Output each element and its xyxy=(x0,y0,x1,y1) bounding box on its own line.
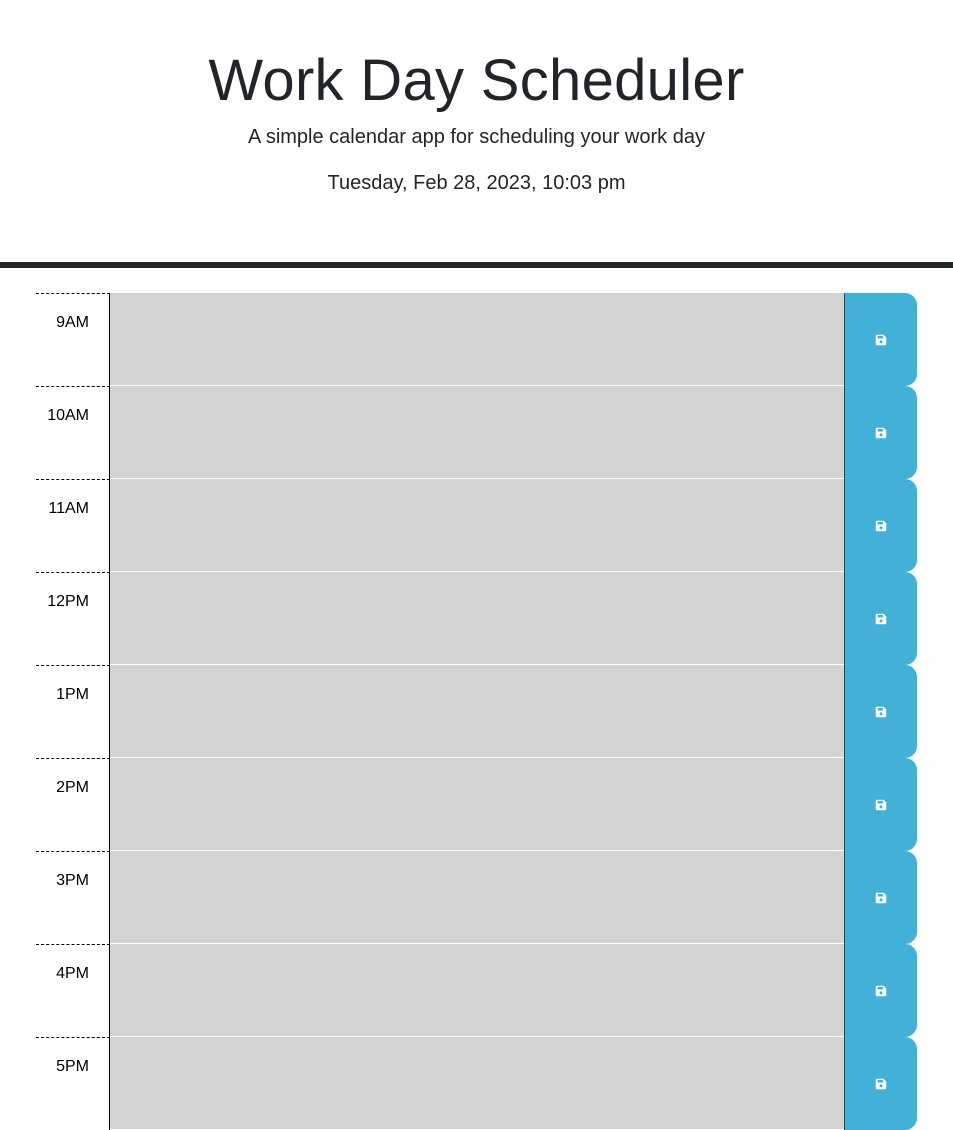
jumbotron-header: Work Day Scheduler A simple calendar app… xyxy=(0,0,953,268)
hour-label: 4PM xyxy=(36,944,110,1037)
time-block-row: 10AM xyxy=(36,386,917,479)
time-block-row: 12PM xyxy=(36,572,917,665)
event-description-input[interactable] xyxy=(110,758,844,851)
time-block-row: 1PM xyxy=(36,665,917,758)
header-divider xyxy=(0,262,953,268)
save-button[interactable] xyxy=(844,479,917,572)
save-button[interactable] xyxy=(844,758,917,851)
page-subtitle: A simple calendar app for scheduling you… xyxy=(248,126,705,148)
hour-label: 11AM xyxy=(36,479,110,572)
hour-label: 1PM xyxy=(36,665,110,758)
save-button[interactable] xyxy=(844,293,917,386)
save-button[interactable] xyxy=(844,1037,917,1130)
event-description-input[interactable] xyxy=(110,386,844,479)
event-description-input[interactable] xyxy=(110,572,844,665)
floppy-disk-icon xyxy=(875,892,887,903)
hour-label: 9AM xyxy=(36,293,110,386)
time-block-row: 4PM xyxy=(36,944,917,1037)
hour-label: 2PM xyxy=(36,758,110,851)
floppy-disk-icon xyxy=(875,427,887,438)
hour-label: 5PM xyxy=(36,1037,110,1130)
event-description-input[interactable] xyxy=(110,479,844,572)
save-button[interactable] xyxy=(844,665,917,758)
time-block-row: 11AM xyxy=(36,479,917,572)
event-description-input[interactable] xyxy=(110,665,844,758)
time-block-row: 2PM xyxy=(36,758,917,851)
floppy-disk-icon xyxy=(875,334,887,345)
floppy-disk-icon xyxy=(875,799,887,810)
floppy-disk-icon xyxy=(875,1078,887,1089)
save-button[interactable] xyxy=(844,851,917,944)
event-description-input[interactable] xyxy=(110,1037,844,1130)
hour-label: 3PM xyxy=(36,851,110,944)
save-button[interactable] xyxy=(844,944,917,1037)
event-description-input[interactable] xyxy=(110,944,844,1037)
page-title: Work Day Scheduler xyxy=(208,48,745,113)
event-description-input[interactable] xyxy=(110,293,844,386)
time-block-row: 5PM xyxy=(36,1037,917,1130)
save-button[interactable] xyxy=(844,386,917,479)
floppy-disk-icon xyxy=(875,520,887,531)
floppy-disk-icon xyxy=(875,613,887,624)
time-block-list: 9AM 10AM 11AM 12PM 1PM 2PM 3PM 4PM 5PM xyxy=(36,293,917,1130)
time-block-row: 3PM xyxy=(36,851,917,944)
save-button[interactable] xyxy=(844,572,917,665)
floppy-disk-icon xyxy=(875,985,887,996)
floppy-disk-icon xyxy=(875,706,887,717)
hour-label: 10AM xyxy=(36,386,110,479)
hour-label: 12PM xyxy=(36,572,110,665)
event-description-input[interactable] xyxy=(110,851,844,944)
time-block-row: 9AM xyxy=(36,293,917,386)
current-day: Tuesday, Feb 28, 2023, 10:03 pm xyxy=(327,172,626,194)
